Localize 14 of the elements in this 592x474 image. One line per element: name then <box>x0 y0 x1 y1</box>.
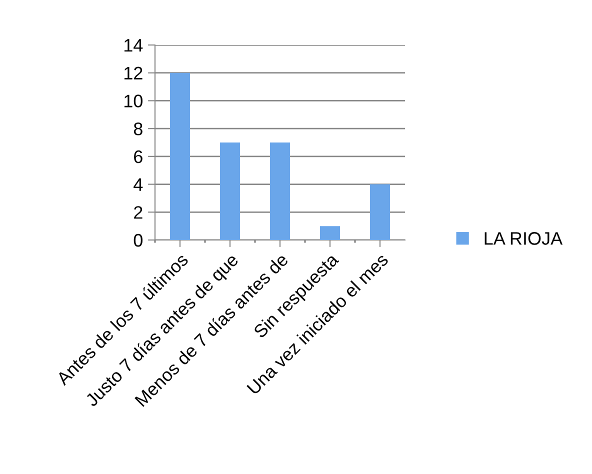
y-tick-label: 6 <box>134 150 142 164</box>
y-tick-label: 8 <box>134 122 142 136</box>
y-tick-label: 4 <box>134 178 143 191</box>
bar <box>220 142 240 240</box>
bar <box>270 142 290 240</box>
bar <box>320 226 340 240</box>
y-tick-label: 14 <box>124 39 143 52</box>
bar <box>370 184 390 240</box>
y-tick-label: 2 <box>134 206 142 219</box>
y-tick-label: 0 <box>134 234 142 247</box>
y-tick-label: 12 <box>124 66 142 80</box>
y-tick-label: 10 <box>124 94 142 108</box>
bar <box>170 72 190 240</box>
legend-label: LA RIOJA <box>484 232 563 245</box>
